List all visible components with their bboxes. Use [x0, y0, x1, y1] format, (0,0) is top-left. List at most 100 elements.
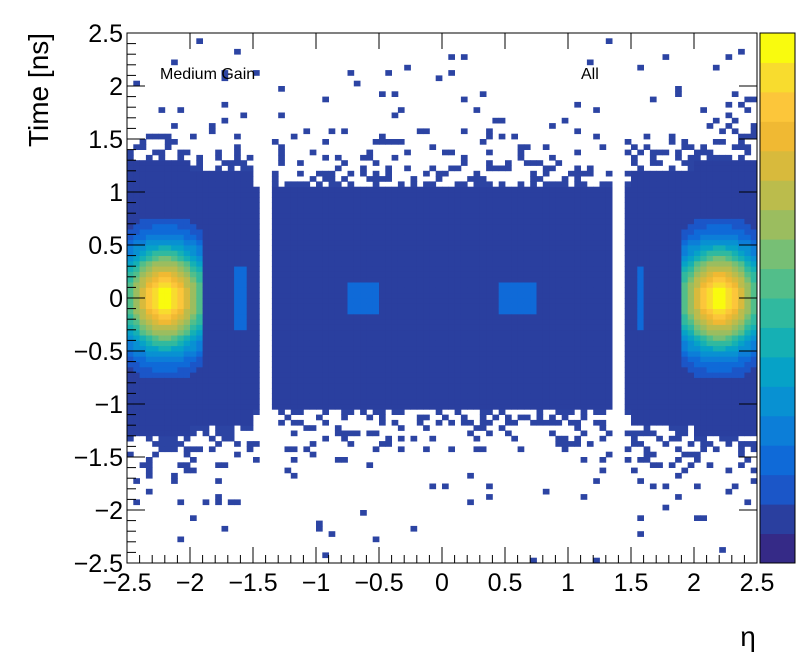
heatmap-cell — [278, 213, 285, 219]
heatmap-cell — [240, 351, 248, 357]
heatmap-cell — [511, 377, 518, 384]
heatmap-cell — [347, 335, 355, 341]
heatmap-cell — [133, 197, 140, 203]
heatmap-cell — [152, 319, 159, 325]
heatmap-cell — [712, 382, 720, 389]
heatmap-cell — [454, 313, 462, 320]
heatmap-cell — [668, 409, 676, 415]
heatmap-cell — [580, 430, 588, 437]
heatmap-cell — [171, 59, 178, 66]
heatmap-cell — [725, 287, 733, 294]
heatmap-cell — [586, 229, 594, 235]
heatmap-cell — [505, 245, 512, 251]
heatmap-cell — [366, 324, 374, 331]
heatmap-cell — [372, 340, 380, 347]
heatmap-cell — [278, 340, 285, 347]
heatmap-cell — [240, 207, 248, 214]
heatmap-cell — [694, 197, 701, 203]
heatmap-cell — [738, 313, 745, 320]
heatmap-cell — [624, 245, 632, 251]
heatmap-cell — [681, 351, 689, 357]
heatmap-cell — [700, 515, 707, 521]
heatmap-cell — [700, 213, 707, 219]
heatmap-cell — [177, 239, 185, 246]
heatmap-cell — [334, 425, 342, 431]
heatmap-cell — [202, 192, 210, 198]
heatmap-cell — [334, 218, 342, 225]
heatmap-cell — [568, 282, 575, 288]
heatmap-cell — [479, 345, 487, 352]
heatmap-cell — [712, 287, 720, 294]
heatmap-cell — [309, 345, 317, 352]
heatmap-cell — [385, 223, 392, 230]
heatmap-cell — [523, 271, 531, 278]
heatmap-cell — [656, 329, 663, 336]
heatmap-cell — [467, 361, 474, 368]
heatmap-cell — [668, 329, 676, 336]
heatmap-cell — [656, 229, 663, 235]
heatmap-cell — [410, 372, 418, 378]
heatmap-cell — [253, 398, 260, 405]
heatmap-cell — [208, 239, 216, 246]
heatmap-cell — [574, 101, 581, 108]
heatmap-cell — [246, 223, 254, 230]
heatmap-cell — [454, 404, 462, 410]
heatmap-cell — [700, 329, 707, 336]
heatmap-cell — [271, 170, 279, 177]
heatmap-cell — [719, 170, 726, 177]
heatmap-cell — [492, 282, 500, 288]
heatmap-cell — [164, 425, 172, 431]
heatmap-cell — [171, 366, 178, 373]
heatmap-cell — [246, 409, 254, 415]
heatmap-cell — [675, 351, 682, 357]
heatmap-cell — [423, 207, 430, 214]
heatmap-cell — [580, 382, 588, 389]
heatmap-cell — [316, 303, 323, 309]
heatmap-cell — [750, 372, 758, 378]
heatmap-cell — [152, 218, 159, 225]
heatmap-cell — [687, 234, 695, 241]
heatmap-cell — [442, 213, 449, 219]
heatmap-cell — [404, 255, 411, 262]
heatmap-cell — [467, 276, 474, 283]
heatmap-cell — [624, 303, 632, 309]
heatmap-cell — [366, 366, 374, 373]
heatmap-cell — [145, 345, 153, 352]
heatmap-cell — [164, 223, 172, 230]
heatmap-cell — [435, 372, 443, 378]
heatmap-cell — [637, 287, 644, 294]
heatmap-cell — [624, 351, 632, 357]
heatmap-cell — [561, 213, 569, 219]
heatmap-cell — [215, 409, 222, 415]
heatmap-cell — [341, 207, 348, 214]
heatmap-cell — [523, 223, 531, 230]
heatmap-cell — [536, 255, 544, 262]
heatmap-cell — [196, 245, 203, 251]
heatmap-cell — [297, 186, 304, 193]
heatmap-cell — [158, 377, 166, 384]
heatmap-cell — [208, 223, 216, 230]
heatmap-cell — [221, 313, 229, 320]
heatmap-cell — [649, 298, 657, 304]
heatmap-cell — [555, 282, 563, 288]
heatmap-cell — [404, 313, 411, 320]
heatmap-cell — [127, 404, 134, 410]
heatmap-cell — [379, 319, 386, 325]
heatmap-cell — [738, 324, 745, 331]
heatmap-cell — [366, 223, 374, 230]
heatmap-cell — [549, 154, 556, 161]
heatmap-cell — [215, 329, 222, 336]
heatmap-cell — [397, 107, 405, 113]
heatmap-cell — [473, 366, 481, 373]
heatmap-cell — [517, 340, 525, 347]
heatmap-cell — [662, 441, 670, 447]
heatmap-cell — [391, 271, 399, 278]
heatmap-cell — [385, 324, 392, 331]
heatmap-cell — [171, 446, 178, 453]
heatmap-cell — [240, 165, 248, 172]
heatmap-cell — [505, 298, 512, 304]
heatmap-cell — [694, 340, 701, 347]
heatmap-cell — [410, 298, 418, 304]
heatmap-cell — [391, 335, 399, 341]
heatmap-cell — [284, 361, 292, 368]
